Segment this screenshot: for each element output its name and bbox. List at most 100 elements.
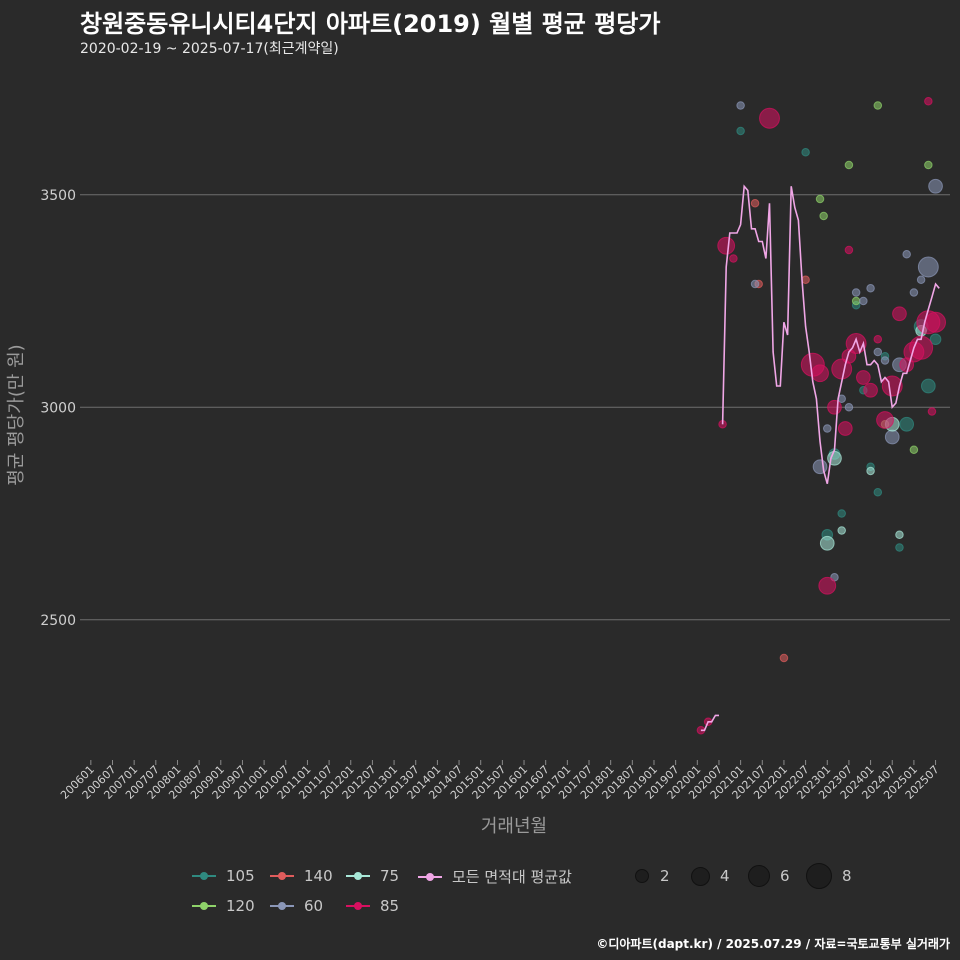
x-axis-label: 거래년월 — [481, 816, 547, 837]
y-axis-label: 평균 평당가(만 원) — [6, 344, 27, 485]
point-105-0 — [736, 126, 745, 136]
point-120-0 — [815, 194, 825, 204]
point-60-6 — [844, 403, 854, 412]
size-label-6: 6 — [780, 867, 790, 885]
point-85-8 — [818, 576, 837, 595]
legend-label-140: 140 — [304, 867, 333, 885]
size-key-8 — [806, 863, 832, 889]
legend-key-average — [416, 867, 444, 887]
point-85-4 — [729, 254, 738, 263]
point-120-3 — [851, 296, 861, 306]
data-points — [696, 97, 947, 735]
point-85-26 — [924, 97, 933, 106]
point-75-0 — [819, 535, 835, 551]
legend-label-average: 모든 면적대 평균값 — [452, 868, 572, 886]
average-line-path — [700, 184, 940, 732]
legend-item-105: 105 — [190, 866, 255, 886]
x-axis: 2006012006072007012007072008012008072009… — [58, 760, 942, 802]
point-60-18 — [928, 178, 943, 194]
size-key-4 — [690, 866, 710, 886]
point-60-12 — [884, 429, 900, 445]
point-85-5 — [759, 107, 780, 129]
point-75-3 — [866, 466, 875, 476]
size-key-6 — [748, 865, 770, 887]
chart-subtitle: 2020-02-19 ~ 2025-07-17(최근계약일) — [80, 41, 339, 57]
legend-item-average: 모든 면적대 평균값 — [416, 866, 572, 887]
footer-credit: ©디아파트(dapt.kr) / 2025.07.29 / 자료=국토교통부 실… — [596, 937, 950, 951]
point-120-4 — [873, 101, 883, 110]
point-85-17 — [876, 411, 894, 429]
point-85-14 — [856, 370, 871, 385]
point-60-10 — [873, 347, 883, 357]
point-85-7 — [811, 364, 829, 383]
point-105-11 — [899, 416, 915, 432]
point-105-10 — [895, 543, 904, 552]
point-60-15 — [909, 288, 919, 297]
size-legend-8: 8 — [806, 863, 852, 889]
point-85-11 — [837, 421, 853, 436]
size-label-4: 4 — [720, 867, 730, 885]
point-140-0 — [750, 199, 760, 208]
point-85-27 — [844, 245, 854, 255]
point-85-15 — [863, 382, 878, 398]
point-60-1 — [750, 279, 760, 289]
legend-item-75: 75 — [344, 866, 399, 886]
legend-key-85 — [344, 896, 372, 916]
legend-item-60: 60 — [268, 896, 323, 916]
point-120-6 — [909, 445, 919, 454]
point-75-5 — [895, 530, 904, 539]
legend-key-60 — [268, 896, 296, 916]
point-105-14 — [929, 333, 942, 346]
point-60-17 — [917, 256, 939, 278]
point-60-16 — [916, 275, 926, 284]
legend-key-105 — [190, 866, 218, 886]
size-label-8: 8 — [842, 867, 852, 885]
point-120-2 — [844, 160, 854, 170]
y-axis: 2500 3000 3500 — [40, 188, 76, 629]
size-legend-4: 4 — [690, 866, 730, 886]
point-105-4 — [837, 509, 846, 518]
point-75-2 — [837, 526, 846, 535]
point-85-3 — [717, 236, 736, 255]
point-60-8 — [859, 296, 868, 306]
point-60-0 — [736, 101, 745, 110]
size-key-2 — [632, 866, 650, 886]
chart-title: 창원중동유니시티4단지 아파트(2019) 월별 평균 평당가 — [80, 10, 661, 38]
point-85-25 — [925, 311, 947, 333]
point-85-24 — [927, 407, 937, 416]
legend-key-75 — [344, 866, 372, 886]
point-60-7 — [851, 288, 861, 297]
point-105-13 — [920, 378, 936, 394]
size-label-2: 2 — [660, 867, 670, 885]
point-60-2 — [812, 459, 828, 475]
point-105-1 — [801, 148, 810, 157]
legend-item-140: 140 — [268, 866, 333, 886]
y-tick-label-3000: 3000 — [40, 400, 76, 416]
point-120-1 — [819, 211, 828, 221]
legend-label-105: 105 — [226, 867, 255, 885]
point-85-19 — [892, 306, 907, 322]
legend-label-60: 60 — [304, 897, 324, 915]
average-line — [700, 184, 940, 732]
size-legend-2: 2 — [632, 866, 670, 886]
point-60-3 — [823, 424, 832, 433]
point-105-8 — [873, 488, 883, 497]
legend-label-85: 85 — [380, 897, 400, 915]
point-60-11 — [880, 356, 890, 365]
y-tick-label-3500: 3500 — [40, 188, 76, 204]
point-120-7 — [924, 160, 933, 170]
y-tick-label-2500: 2500 — [40, 613, 76, 629]
legend-key-120 — [190, 896, 218, 916]
point-140-2 — [779, 653, 789, 663]
legend: 105 120 140 60 75 85 모든 면적대 평균값 2 4 6 8 — [190, 863, 890, 922]
point-85-9 — [827, 399, 842, 415]
point-60-14 — [902, 250, 911, 259]
point-60-9 — [866, 284, 875, 293]
point-85-16 — [873, 335, 883, 344]
size-legend-6: 6 — [748, 865, 790, 887]
gridlines — [80, 194, 950, 621]
legend-key-140 — [268, 866, 296, 886]
legend-label-120: 120 — [226, 897, 255, 915]
legend-item-85: 85 — [344, 896, 399, 916]
